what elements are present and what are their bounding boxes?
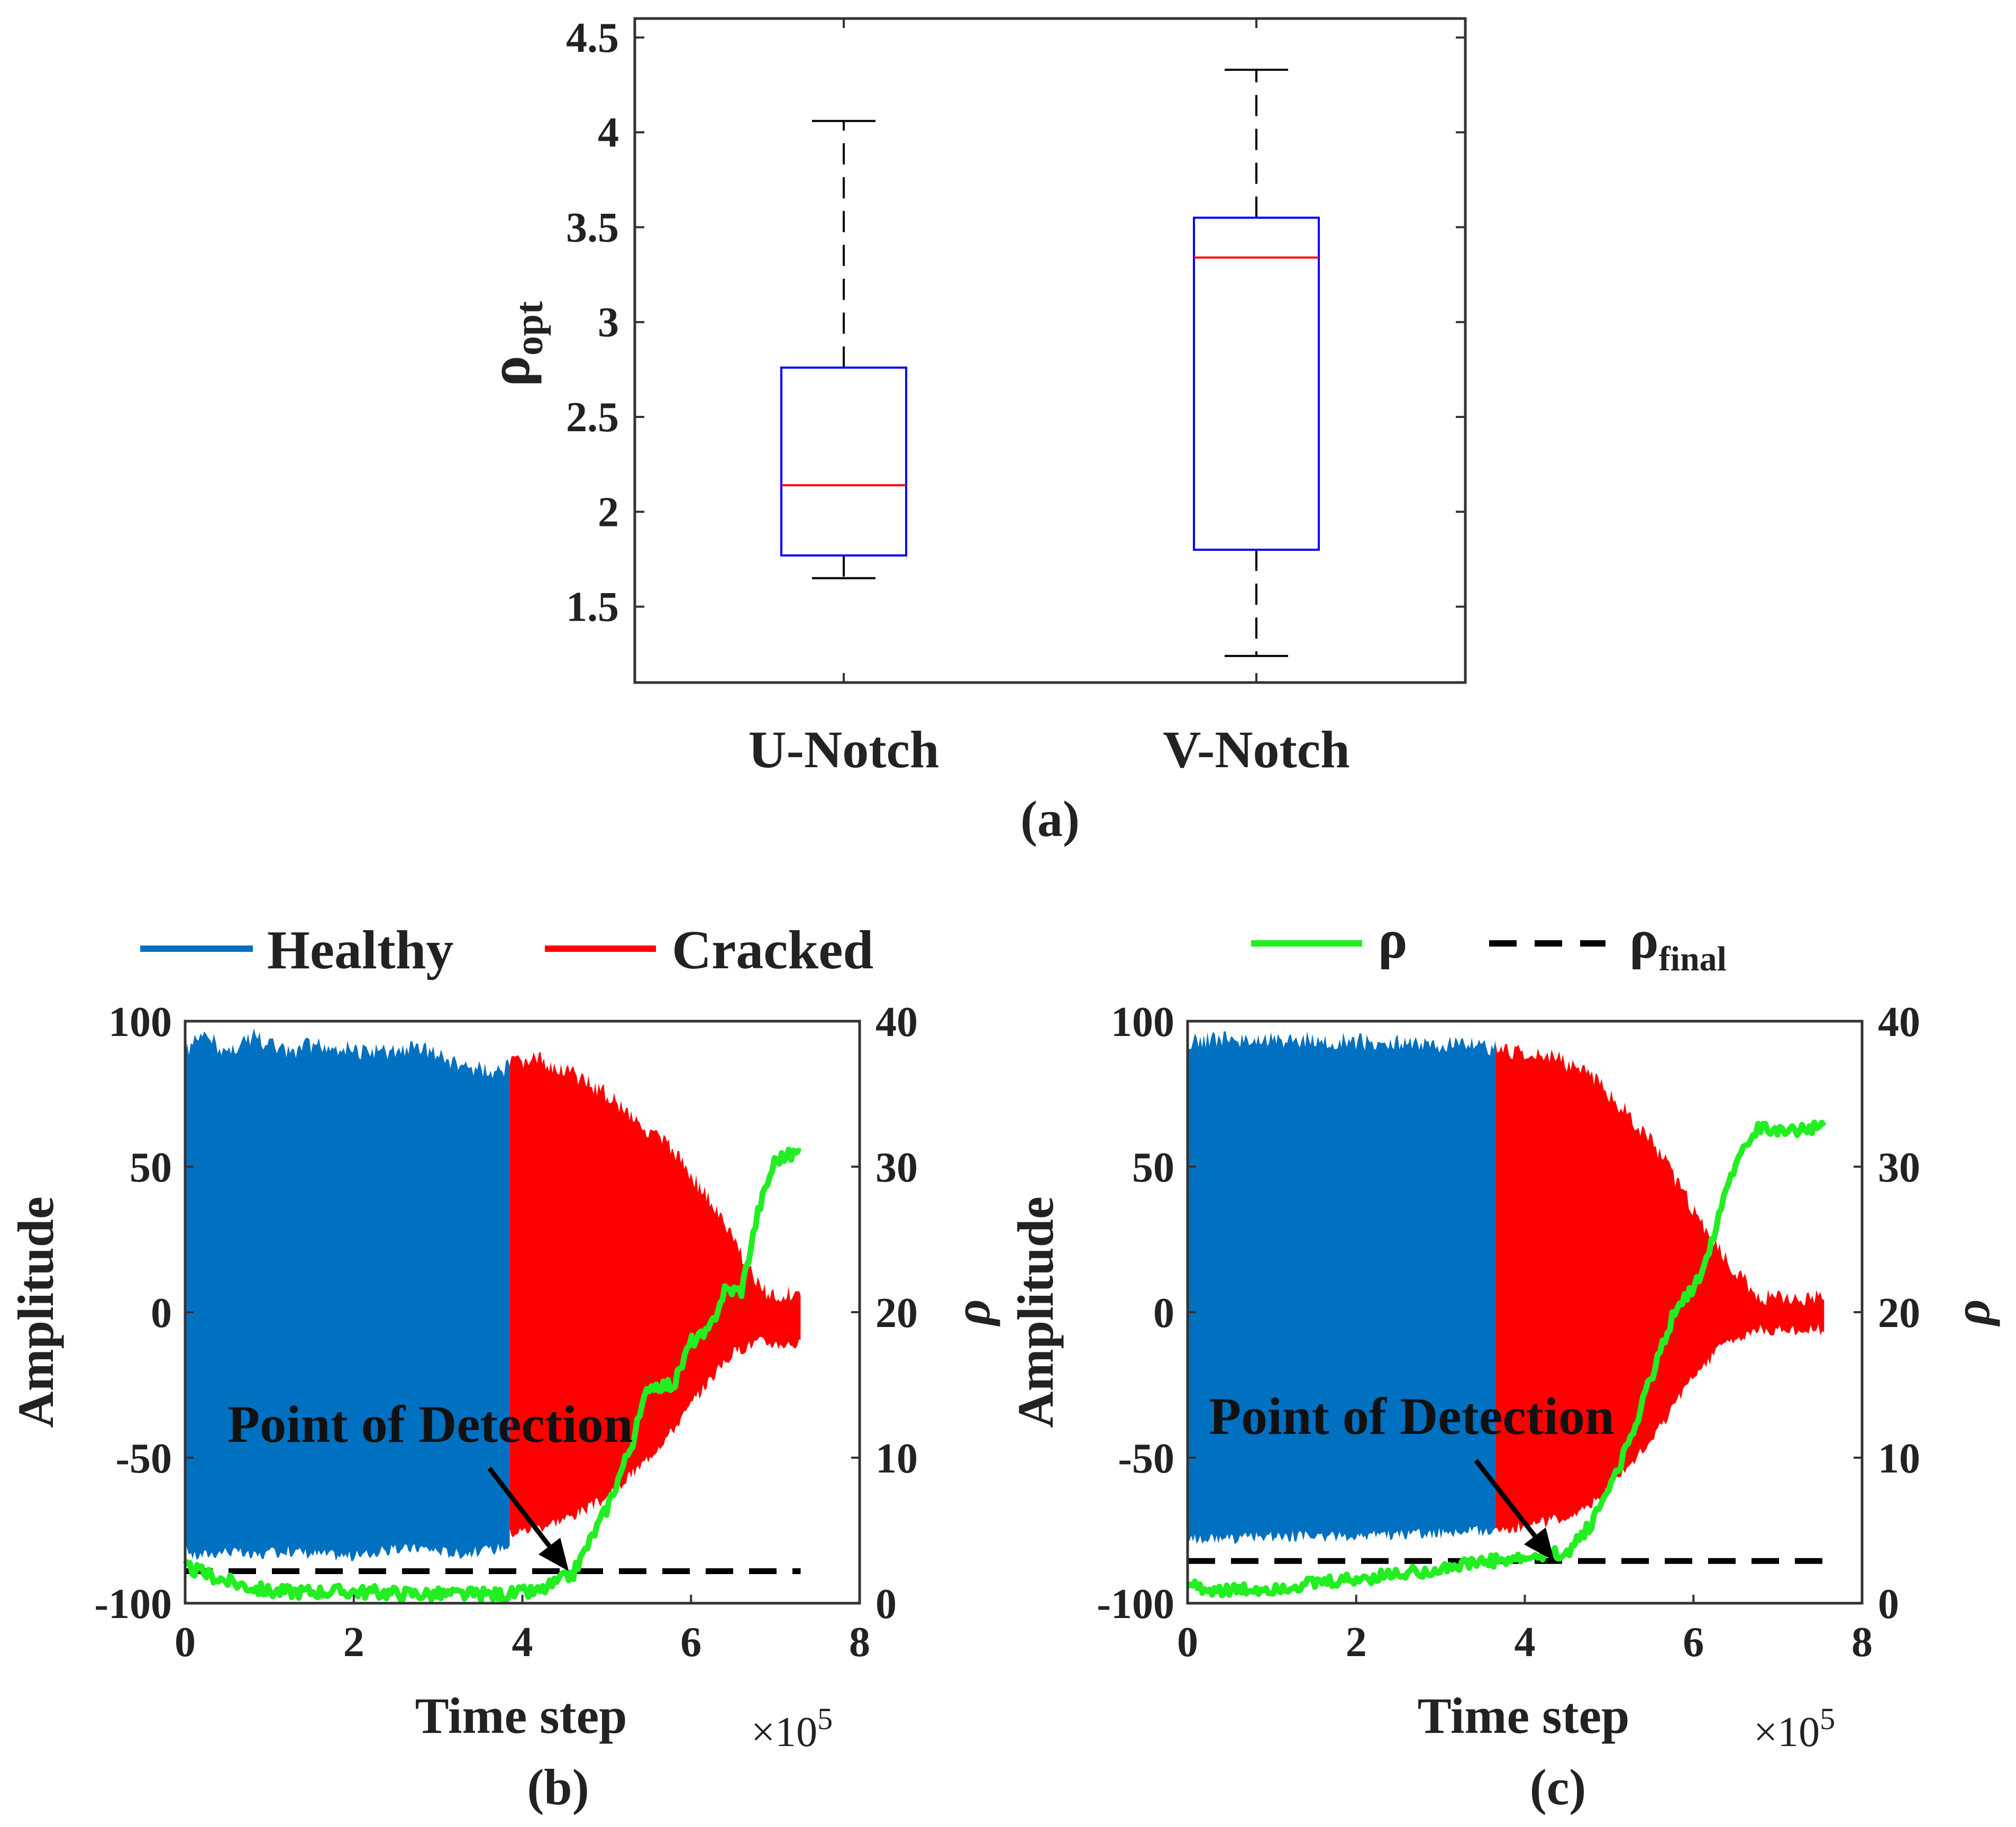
y-tick-label-left-b: -100 (94, 1581, 172, 1628)
cracked-signal-b (509, 1051, 801, 1538)
x-multiplier-b: ×105 (751, 1702, 833, 1756)
legend-c: ρ ρfinal (1251, 909, 1727, 978)
y-tick-label-right-c: 20 (1878, 1290, 1920, 1337)
y-tick-label-right-b: 20 (875, 1290, 918, 1337)
x-multiplier-b-exp: 5 (817, 1702, 833, 1736)
y-tick-label-left-c: -100 (1097, 1581, 1174, 1628)
caption-c: (c) (1530, 1759, 1586, 1815)
legend-label-rho: ρ (1378, 909, 1408, 970)
y-tick-label-right-b: 0 (875, 1581, 897, 1628)
x-multiplier-c-exp: 5 (1820, 1702, 1835, 1736)
annotation-arrow-line-b (487, 1467, 552, 1548)
y-tick-label-right-c: 30 (1878, 1144, 1920, 1191)
y-tick-label-a: 2 (598, 489, 619, 535)
x-axis-label-c: Time step (1418, 1687, 1630, 1744)
y-tick-label-right-c: 40 (1878, 999, 1920, 1046)
x-tick-label-c: 2 (1346, 1619, 1367, 1666)
y-tick-label-a: 3.5 (566, 204, 619, 251)
y-axis-label-a-main: ρ (477, 356, 542, 387)
x-tick-label-b: 4 (512, 1619, 533, 1666)
x-tick-label-c: 6 (1683, 1619, 1704, 1666)
y-tick-label-left-b: 0 (151, 1290, 172, 1337)
signal-area-b (185, 1028, 801, 1561)
y-axis-label-right-c: ρ (1944, 1299, 2000, 1326)
y-axis-label-a-sub: opt (508, 301, 551, 356)
x-tick-label-c: 8 (1851, 1619, 1873, 1666)
y-ticks-a: 1.5 2 2.5 3 3.5 4 4.5 (566, 15, 1465, 631)
legend-label-rho-final-sub: final (1659, 940, 1727, 978)
x-multiplier-b-base: ×10 (751, 1709, 817, 1756)
y-tick-label-a: 4.5 (566, 15, 619, 61)
x-multiplier-c-base: ×10 (1754, 1709, 1820, 1756)
y-tick-label-a: 3 (598, 299, 619, 346)
rho-line-b (183, 1147, 802, 1603)
y-axis-label-right-b: ρ (944, 1299, 1000, 1326)
caption-a: (a) (1020, 790, 1080, 847)
y-axis-label-left-b: Amplitude (7, 1196, 64, 1428)
y-tick-label-right-b: 30 (875, 1144, 918, 1191)
legend-b: Healthy Cracked (140, 920, 873, 980)
y-tick-label-right-b: 10 (875, 1435, 918, 1482)
ticks-c: 0 2 4 6 8 -100 -50 0 50 100 0 10 20 30 40 (1097, 999, 1920, 1666)
y-tick-label-left-b: 50 (130, 1144, 172, 1191)
legend-label-healthy: Healthy (267, 920, 453, 980)
x-tick-label-c: 4 (1515, 1619, 1536, 1666)
y-tick-label-a: 1.5 (566, 584, 619, 631)
y-tick-label-left-c: 0 (1153, 1290, 1174, 1337)
healthy-signal-c (1188, 1031, 1495, 1544)
x-tick-label-b: 2 (343, 1619, 364, 1666)
y-tick-label-a: 2.5 (566, 394, 619, 441)
annotation-arrow-line-c (1474, 1459, 1537, 1538)
annotation-arrow-head-b (538, 1538, 569, 1571)
rho-series-b (183, 1147, 802, 1603)
annotation-point-of-detection-c: Point of Detection (1209, 1387, 1614, 1446)
box-plot-panel: 1.5 2 2.5 3 3.5 4 4.5 U-Notch V-Notch ρopt (a) (477, 15, 1467, 847)
x-tick-label-b: 8 (849, 1619, 870, 1666)
category-label-a: U-Notch (748, 720, 939, 779)
iqr-box (1193, 216, 1320, 551)
legend-label-rho-final: ρfinal (1629, 909, 1727, 978)
y-tick-label-right-c: 0 (1878, 1581, 1899, 1628)
cracked-signal-c (1495, 1042, 1825, 1534)
healthy-signal-b (185, 1028, 510, 1561)
box-plot-boxes (780, 68, 1320, 657)
y-tick-label-left-c: 50 (1132, 1144, 1174, 1191)
caption-b: (b) (527, 1759, 589, 1815)
legend-label-cracked: Cracked (672, 920, 873, 980)
x-tick-label-b: 0 (175, 1619, 196, 1666)
ticks-b: 0 2 4 6 8 -100 -50 0 50 100 0 10 20 30 40 (94, 999, 918, 1666)
y-axis-label-a: ρopt (477, 301, 551, 387)
x-tick-label-c: 0 (1177, 1619, 1198, 1666)
x-tick-label-b: 6 (680, 1619, 701, 1666)
y-axis-label-left-c: Amplitude (1007, 1196, 1064, 1428)
rho-series-c (1185, 1119, 1827, 1598)
y-tick-label-left-c: -50 (1118, 1435, 1174, 1482)
y-tick-label-right-c: 10 (1878, 1435, 1920, 1482)
y-tick-label-left-b: -50 (115, 1435, 172, 1482)
y-tick-label-left-b: 100 (108, 999, 172, 1046)
annotation-point-of-detection-b: Point of Detection (227, 1395, 633, 1453)
y-tick-label-a: 4 (598, 110, 619, 156)
rho-line-c (1185, 1119, 1827, 1598)
y-tick-label-left-c: 100 (1111, 999, 1174, 1046)
x-axis-label-b: Time step (415, 1687, 627, 1744)
category-label-a: V-Notch (1163, 720, 1350, 779)
annotation-arrow-head-c (1524, 1527, 1555, 1561)
y-tick-label-right-b: 40 (875, 999, 918, 1046)
signal-area-c (1188, 1031, 1825, 1544)
iqr-box (780, 366, 907, 557)
x-multiplier-c: ×105 (1754, 1702, 1835, 1756)
plot-frame-a (633, 17, 1467, 684)
legend-label-rho-final-main: ρ (1629, 909, 1659, 970)
x-ticks-a: U-Notch V-Notch (748, 19, 1350, 779)
